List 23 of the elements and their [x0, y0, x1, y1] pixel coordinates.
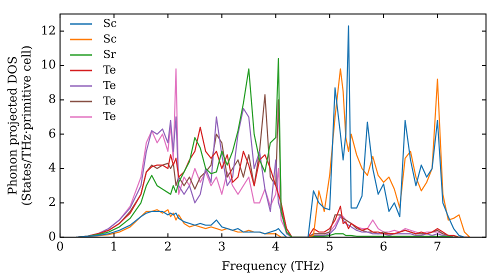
y-axis-title: Phonon projected DOS (States/THz·primitive cell)	[5, 45, 34, 206]
x-tick-label: 5	[326, 240, 334, 254]
x-tick-label: 4	[272, 240, 280, 254]
legend-label: Te	[103, 63, 116, 76]
y-tick-label: 8	[48, 92, 56, 106]
y-tick-label: 6	[48, 126, 56, 140]
y-tick-label: 0	[48, 229, 56, 244]
y-tick-label: 4	[48, 160, 56, 175]
y-tick-label: 10	[40, 58, 56, 72]
x-tick-label: 7	[434, 240, 442, 254]
legend-label: Sc	[103, 32, 117, 46]
x-axis-title: Frequency (THz)	[222, 258, 324, 273]
x-tick-label: 3	[218, 240, 226, 254]
legend-label: Te	[103, 78, 116, 92]
x-tick-label: 2	[164, 240, 172, 254]
legend-label: Sr	[103, 48, 117, 61]
legend-label: Te	[103, 94, 116, 108]
y-tick-label: 2	[48, 194, 56, 209]
legend-label: Te	[103, 110, 116, 123]
legend-label: Sc	[103, 16, 117, 30]
x-tick-label: 6	[380, 240, 388, 254]
x-tick-label: 1	[110, 240, 118, 254]
y-tick-label: 12	[40, 23, 56, 38]
